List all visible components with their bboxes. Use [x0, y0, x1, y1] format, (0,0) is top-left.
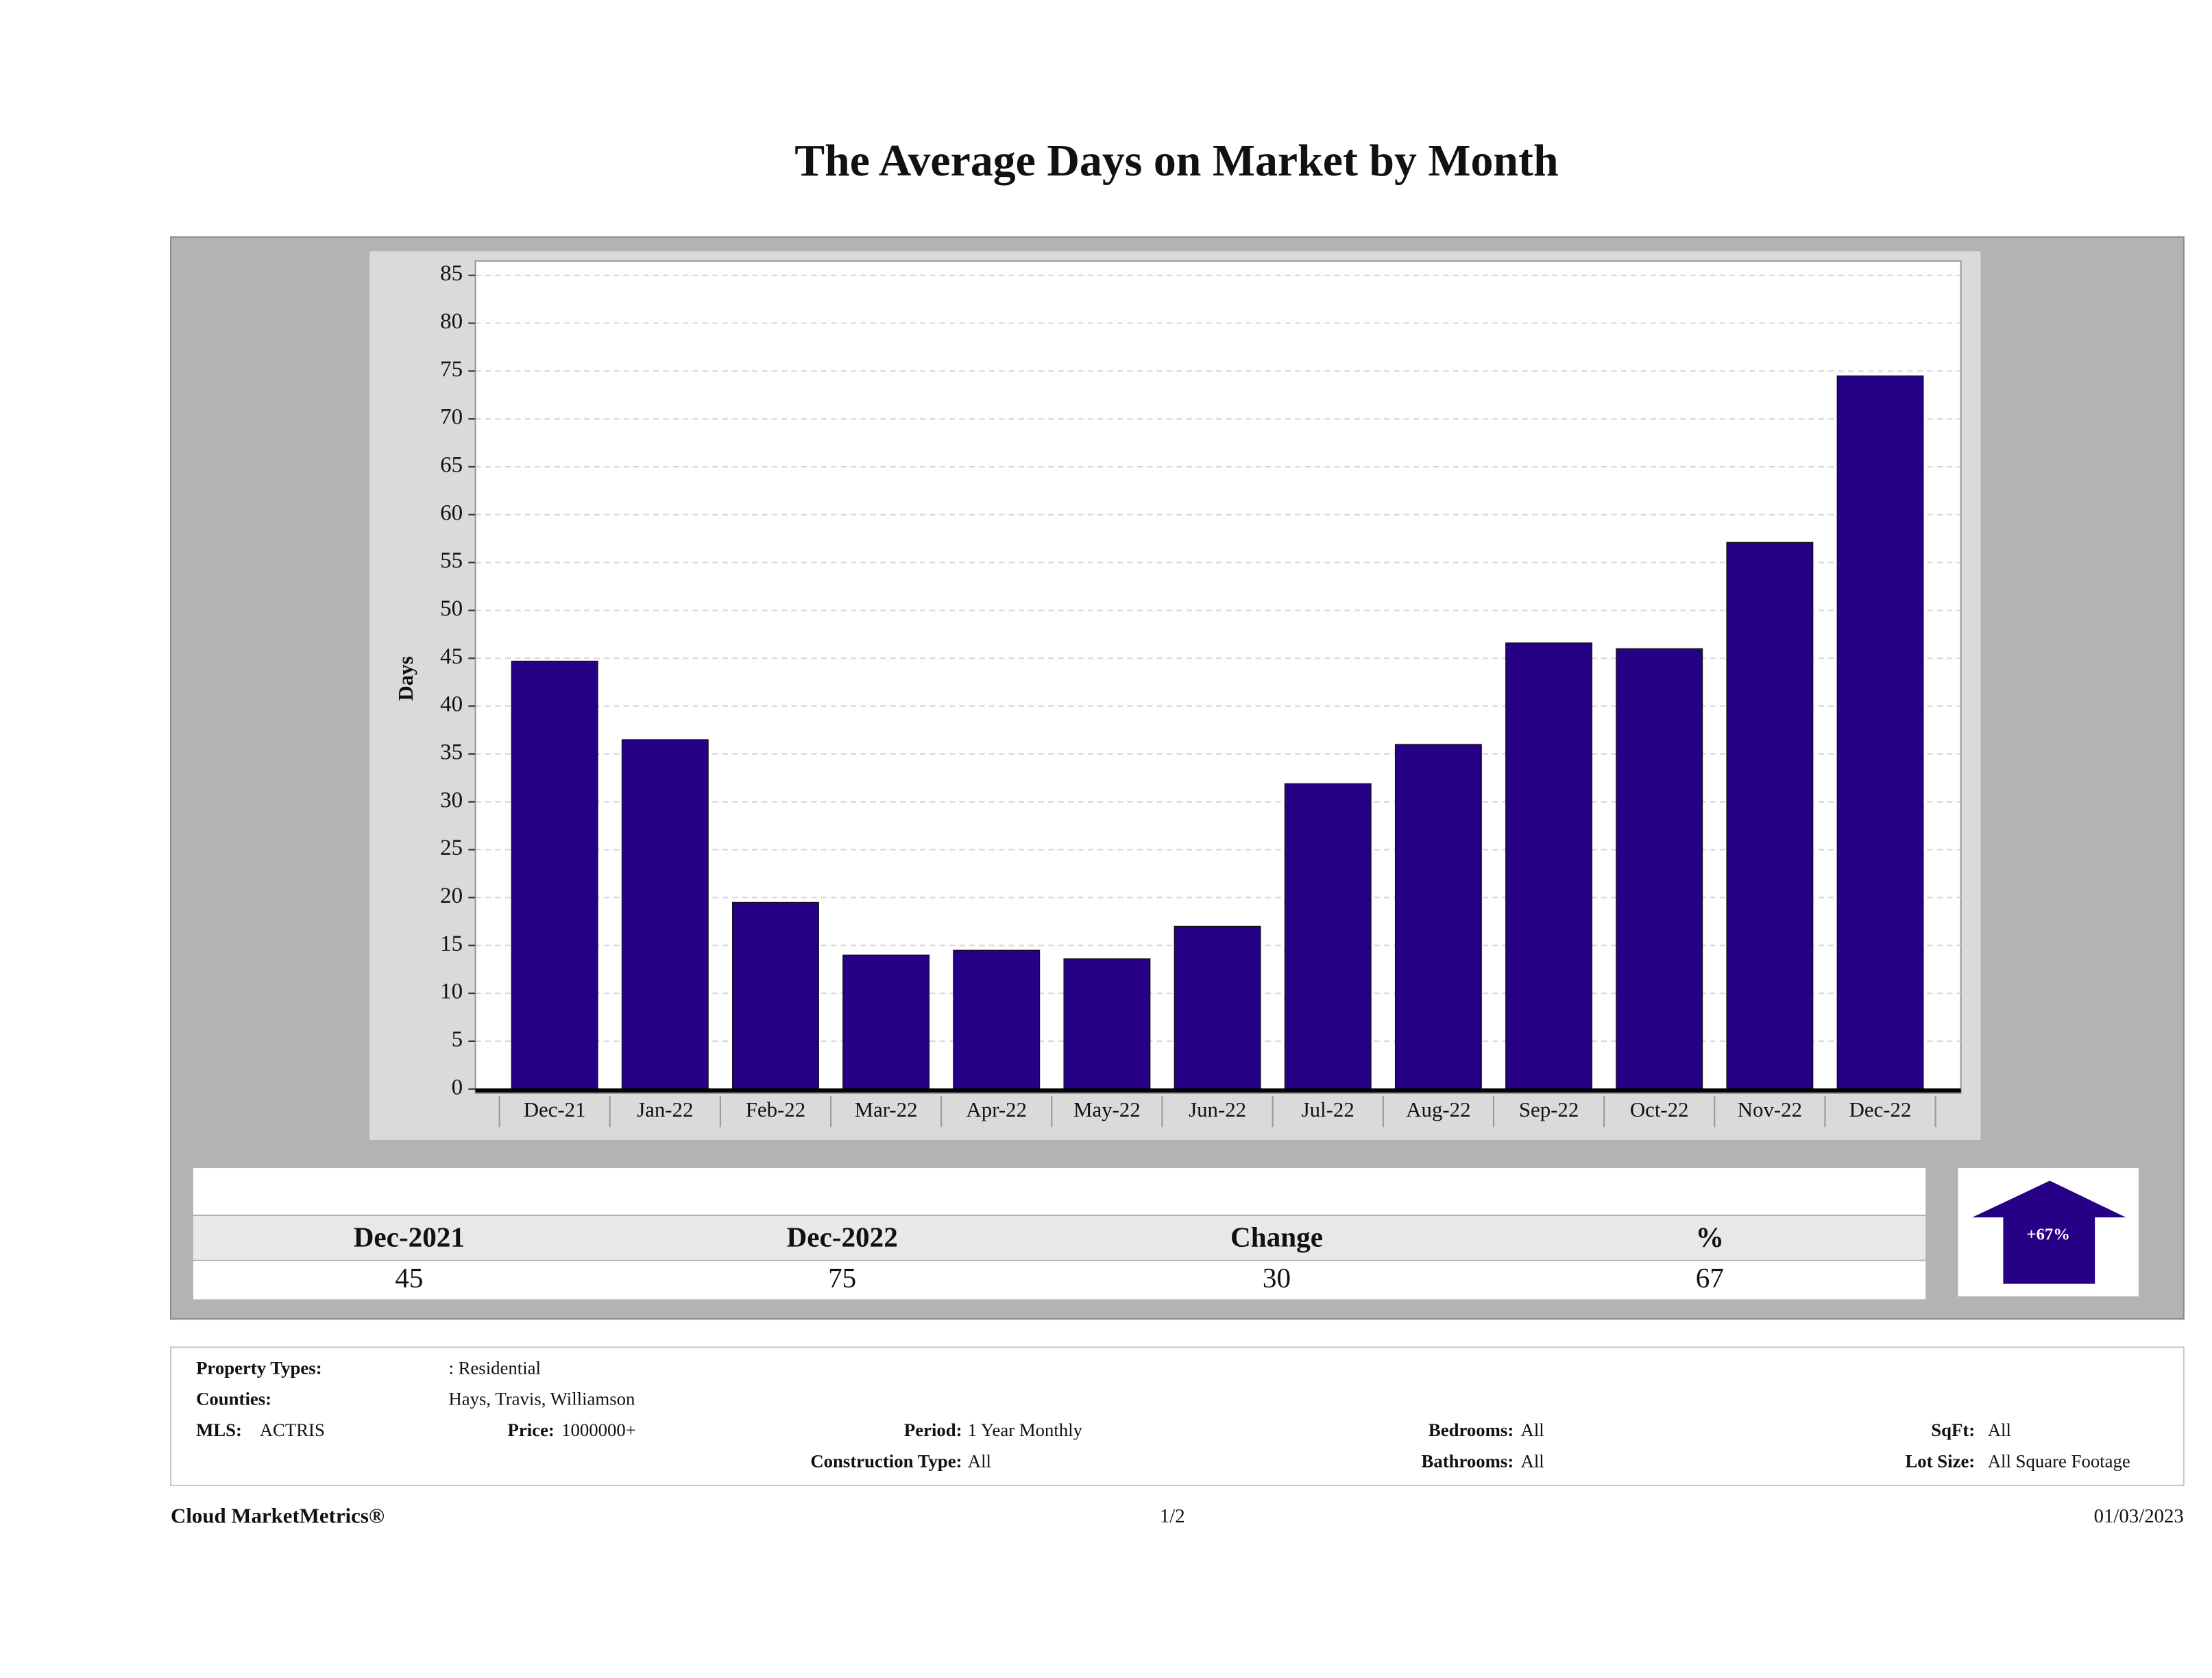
summary-header: Dec-2021	[354, 1221, 465, 1252]
bar	[1394, 744, 1482, 1090]
table-row	[193, 1168, 1926, 1215]
filter-value: All	[968, 1450, 991, 1471]
summary-value: 67	[1696, 1262, 1724, 1293]
x-tick-label: Oct-22	[1630, 1097, 1689, 1121]
chart-title: The Average Days on Market by Month	[794, 136, 1558, 186]
y-tick-label: 45	[440, 644, 463, 669]
y-tick-label: 55	[440, 548, 463, 573]
bar	[1284, 783, 1372, 1090]
filter-value: All Square Footage	[1988, 1450, 2130, 1471]
filter-value: 1000000+	[561, 1420, 636, 1440]
y-tick-label: 15	[440, 932, 463, 956]
y-tick-label: 35	[440, 740, 463, 765]
brand: Cloud MarketMetrics®	[171, 1503, 385, 1527]
bar	[511, 660, 598, 1090]
summary-table: Dec-2021 45 Dec-2022 75 Change 30% 67	[354, 1221, 1724, 1293]
y-tick-label: 85	[440, 261, 463, 286]
filter-label: Counties:	[196, 1389, 271, 1409]
page-number: 1/2	[1160, 1505, 1185, 1527]
y-tick-label: 70	[440, 405, 463, 430]
y-tick-label: 40	[440, 692, 463, 717]
y-tick-label: 25	[440, 836, 463, 860]
bar	[621, 739, 709, 1090]
x-tick-label: Jan-22	[637, 1097, 693, 1121]
up-arrow	[1972, 1180, 2126, 1284]
y-tick-label: 5	[452, 1028, 463, 1052]
bar	[1505, 642, 1593, 1090]
filters-box	[170, 1346, 2185, 1487]
bar	[953, 949, 1041, 1090]
change-badge: +67%	[2027, 1225, 2070, 1243]
x-tick-label: May-22	[1073, 1097, 1141, 1121]
bar	[1063, 958, 1151, 1090]
filter-label: MLS:	[196, 1420, 242, 1440]
filter-value: All	[1521, 1420, 1544, 1440]
x-tick-label: Jun-22	[1189, 1097, 1246, 1121]
filter-value: Hays, Travis, Williamson	[448, 1389, 635, 1409]
y-tick-label: 65	[440, 453, 463, 478]
x-tick-label: Jul-22	[1302, 1097, 1354, 1121]
bar	[1174, 925, 1261, 1090]
filter-label: Lot Size:	[1905, 1450, 1975, 1471]
bar	[1616, 648, 1703, 1090]
x-tick-label: Sep-22	[1519, 1097, 1579, 1121]
y-tick-label: 0	[452, 1075, 463, 1099]
filter-label: SqFt:	[1931, 1420, 1975, 1440]
table-header-row	[193, 1216, 1926, 1260]
bar	[842, 954, 930, 1090]
summary-value: 30	[1263, 1262, 1291, 1293]
y-tick-label: 80	[440, 309, 463, 334]
table-row	[193, 1261, 1926, 1300]
filter-label: Bathrooms:	[1422, 1450, 1514, 1471]
y-tick-label: 75	[440, 357, 463, 382]
bar	[731, 901, 819, 1090]
filter-label: Construction Type:	[810, 1450, 962, 1471]
y-tick-label: 10	[440, 980, 463, 1004]
y-axis-label: Days	[393, 656, 417, 701]
summary-value: 75	[828, 1262, 856, 1293]
report-date: 01/03/2023	[2094, 1505, 2184, 1527]
bar	[1726, 542, 1814, 1090]
filter-value: All	[1988, 1420, 2011, 1440]
bar	[1836, 375, 1924, 1090]
x-tick-label: Dec-21	[524, 1097, 586, 1121]
x-tick-label: Apr-22	[967, 1097, 1028, 1121]
filter-value: ACTRIS	[260, 1420, 325, 1440]
y-tick-label: 20	[440, 884, 463, 908]
x-tick-label: Nov-22	[1738, 1097, 1802, 1121]
filter-value: All	[1521, 1450, 1544, 1471]
summary-value: 45	[395, 1262, 423, 1293]
plot: 0 5 10 15 20 25 30 35 40 45 50 55 60 65 70 75 80 85 Dec-21…	[440, 261, 1961, 1128]
filter-label: Period:	[904, 1420, 962, 1440]
filter-label: Price:	[508, 1420, 555, 1440]
filter-value: : Residential	[448, 1357, 540, 1378]
filter-label: Property Types:	[196, 1357, 322, 1378]
summary-header: %	[1696, 1221, 1724, 1252]
filter-value: 1 Year Monthly	[968, 1420, 1083, 1440]
y-tick-label: 30	[440, 788, 463, 812]
summary-header: Change	[1230, 1221, 1323, 1252]
y-tick-label: 60	[440, 500, 463, 525]
filters: Property Types: : Residential Counties: …	[196, 1357, 2130, 1471]
x-tick-label: Feb-22	[746, 1097, 805, 1121]
x-tick-label: Dec-22	[1849, 1097, 1912, 1121]
summary-header: Dec-2022	[787, 1221, 898, 1252]
filter-label: Bedrooms:	[1429, 1420, 1514, 1440]
x-tick-label: Mar-22	[855, 1097, 918, 1121]
y-tick-label: 50	[440, 596, 463, 621]
x-tick-label: Aug-22	[1406, 1097, 1470, 1121]
